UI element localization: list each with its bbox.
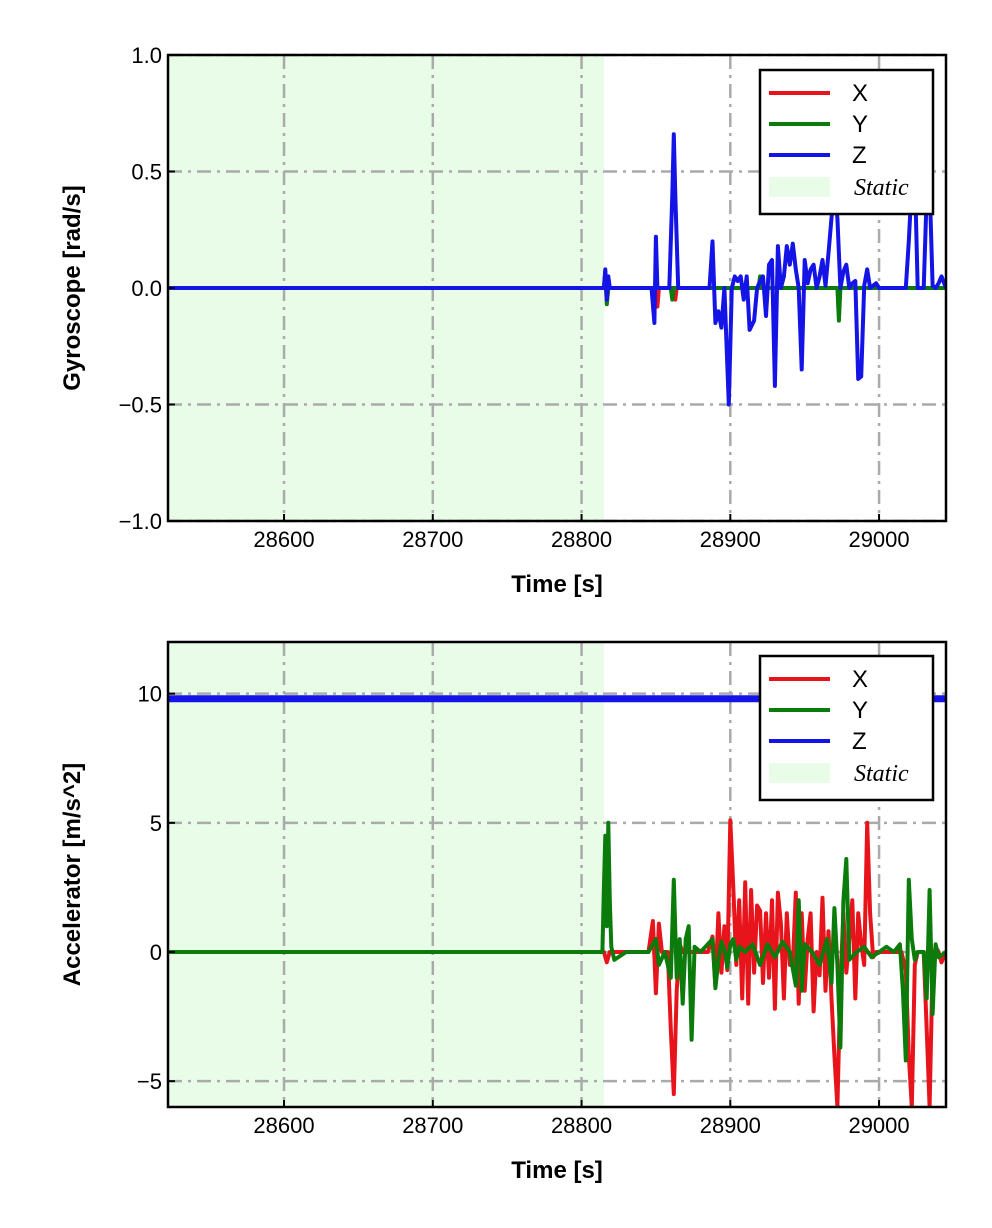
y-tick-label: 0.5 [131,160,162,185]
y-tick-label: 0.0 [131,276,162,301]
x-tick-label: 29000 [848,527,909,552]
legend-label-z: Z [852,142,867,169]
legend-label-x: X [852,666,868,693]
legend-label-x: X [852,80,868,107]
series-line-z [168,132,946,407]
y-tick-label: −1.0 [119,509,162,534]
accelerator-panel: 28600 28700 28800 28900 29000 −5 0 5 10 Time [s] A… [59,640,948,1184]
y-tick-label: 1.0 [131,43,162,68]
y-tick-label: 5 [150,811,162,836]
y-tick-label: −5 [137,1069,162,1094]
y-axis-title: Accelerator [m/s^2] [59,763,86,986]
series-group [168,132,946,407]
x-tick-label: 28600 [253,527,314,552]
legend-swatch-static [769,763,830,783]
x-tick-label: 28900 [700,527,761,552]
legend: XYZ Static [758,68,935,216]
y-tick-label: 10 [138,682,162,707]
legend-label-static: Static [854,175,909,201]
legend-label-y: Y [852,697,868,724]
legend-swatch-static [769,177,830,197]
gyroscope-panel: 28600 28700 28800 28900 29000 −1.0 −0.5 0.0 0.5 1… [59,43,948,598]
x-tick-label: 28600 [253,1113,314,1138]
legend-label-z: Z [852,728,867,755]
x-tick-label: 28900 [700,1113,761,1138]
y-axis-title: Gyroscope [rad/s] [59,185,86,390]
x-tick-label: 28700 [402,527,463,552]
x-tick-label: 28800 [551,527,612,552]
x-axis-title: Time [s] [511,1157,603,1184]
x-tick-label: 29000 [848,1113,909,1138]
series-line-y [168,820,946,1063]
legend-label-y: Y [852,111,868,138]
y-tick-label: −0.5 [119,393,162,418]
x-tick-label: 28800 [551,1113,612,1138]
y-tick-label: 0 [150,940,162,965]
static-region [168,642,604,1107]
legend-label-static: Static [854,761,909,787]
x-tick-label: 28700 [402,1113,463,1138]
axes-frame [166,640,948,1109]
x-axis-title: Time [s] [511,571,603,598]
legend: XYZ Static [758,654,935,802]
